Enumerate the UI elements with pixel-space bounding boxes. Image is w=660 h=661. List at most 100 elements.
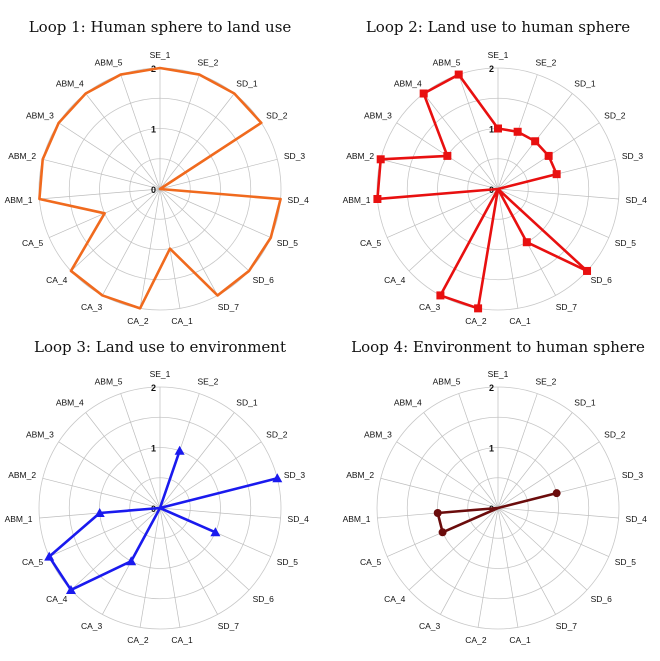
spoke-label-ca_4: CA_4 <box>384 275 406 285</box>
spoke-label-sd_5: SD_5 <box>277 238 299 248</box>
spoke-line <box>85 412 161 509</box>
spoke-label-se_1: SE_1 <box>488 50 509 60</box>
spoke-line <box>497 188 519 309</box>
r-tick-label: 2 <box>151 383 156 393</box>
r-tick-label: 0 <box>151 185 156 195</box>
spoke-label-sd_1: SD_1 <box>236 78 258 88</box>
spoke-line <box>58 441 161 509</box>
spoke-line <box>42 158 161 190</box>
spoke-label-sd_6: SD_6 <box>591 594 613 604</box>
spoke-line <box>396 441 499 509</box>
spoke-label-abm_2: ABM_2 <box>346 151 374 161</box>
spoke-label-sd_7: SD_7 <box>218 621 240 631</box>
spoke-label-ca_2: CA_2 <box>465 635 487 645</box>
spoke-line <box>497 507 619 519</box>
spoke-label-abm_4: ABM_4 <box>56 78 84 88</box>
spoke-label-sd_6: SD_6 <box>253 275 275 285</box>
spoke-label-sd_2: SD_2 <box>604 430 626 440</box>
spoke-label-sd_3: SD_3 <box>284 470 306 480</box>
spoke-line <box>159 441 262 509</box>
spoke-line <box>387 188 499 238</box>
spoke-line <box>380 477 499 509</box>
data-point-triangle <box>210 527 221 537</box>
spoke-label-ca_3: CA_3 <box>81 302 103 312</box>
spoke-label-ca_2: CA_2 <box>127 316 149 326</box>
spoke-line <box>408 507 499 591</box>
data-point-square <box>436 291 445 300</box>
spoke-label-abm_2: ABM_2 <box>346 470 374 480</box>
spoke-line <box>39 188 161 200</box>
spoke-line <box>497 412 573 509</box>
spoke-line <box>423 93 499 190</box>
spoke-line <box>42 477 161 509</box>
spoke-label-sd_4: SD_4 <box>288 514 310 524</box>
r-tick-label: 1 <box>151 444 156 454</box>
spoke-label-sd_1: SD_1 <box>236 397 258 407</box>
spoke-label-sd_5: SD_5 <box>615 557 637 567</box>
spoke-label-sd_3: SD_3 <box>284 151 306 161</box>
spoke-label-abm_4: ABM_4 <box>394 78 422 88</box>
spoke-line <box>139 507 161 628</box>
spoke-label-abm_5: ABM_5 <box>433 376 461 386</box>
spoke-line <box>497 188 619 200</box>
spoke-label-se_1: SE_1 <box>150 369 171 379</box>
spoke-label-sd_6: SD_6 <box>591 275 613 285</box>
radar-panel-4: Loop 4: Environment to human sphere SE_1 S… <box>343 338 647 645</box>
data-point-square <box>494 124 502 133</box>
spoke-line <box>159 93 235 190</box>
spoke-label-sd_2: SD_2 <box>266 111 288 121</box>
spoke-line <box>159 507 281 519</box>
spoke-label-sd_5: SD_5 <box>615 238 637 248</box>
spoke-line <box>423 412 499 509</box>
spoke-label-ca_5: CA_5 <box>22 557 44 567</box>
spoke-label-ca_5: CA_5 <box>360 557 382 567</box>
data-point-square <box>531 137 540 146</box>
spoke-label-sd_7: SD_7 <box>218 302 240 312</box>
data-point-triangle <box>126 556 137 566</box>
data-point-square <box>513 127 522 136</box>
spoke-line <box>85 93 161 190</box>
spoke-label-abm_1: ABM_1 <box>343 514 371 524</box>
r-tick-label: 2 <box>489 383 494 393</box>
spoke-line <box>497 393 538 509</box>
spoke-label-ca_1: CA_1 <box>509 316 531 326</box>
data-point-square <box>376 155 385 164</box>
spoke-label-abm_3: ABM_3 <box>26 111 54 121</box>
spoke-label-abm_3: ABM_3 <box>26 430 54 440</box>
data-point-square <box>454 70 463 79</box>
data-point-circle <box>438 528 447 537</box>
spoke-label-sd_7: SD_7 <box>556 302 578 312</box>
spoke-line <box>440 507 499 615</box>
spoke-line <box>458 393 499 509</box>
spoke-label-ca_5: CA_5 <box>22 238 44 248</box>
spoke-label-se_1: SE_1 <box>150 50 171 60</box>
spoke-line <box>159 188 250 272</box>
data-point-square <box>522 238 531 247</box>
r-tick-label: 2 <box>489 64 494 74</box>
spoke-line <box>49 507 161 557</box>
spoke-label-abm_1: ABM_1 <box>343 195 371 205</box>
spoke-label-ca_3: CA_3 <box>419 621 441 631</box>
data-point-triangle <box>174 445 185 455</box>
spoke-label-sd_3: SD_3 <box>622 470 644 480</box>
data-point-square <box>419 89 428 98</box>
series-line <box>47 449 279 592</box>
spoke-label-sd_5: SD_5 <box>277 557 299 567</box>
series-line <box>38 66 282 310</box>
spoke-line <box>497 507 588 591</box>
series-line <box>376 73 589 310</box>
radar-panel-2: Loop 2: Land use to human sphere SE_1 SE_2… <box>343 18 647 326</box>
spoke-label-abm_2: ABM_2 <box>8 470 36 480</box>
spoke-line <box>159 188 218 296</box>
spoke-label-abm_1: ABM_1 <box>5 514 33 524</box>
spoke-label-sd_4: SD_4 <box>288 195 310 205</box>
spoke-label-abm_4: ABM_4 <box>394 397 422 407</box>
spoke-line <box>159 158 278 190</box>
data-point-square <box>544 151 553 160</box>
spoke-label-se_2: SE_2 <box>536 57 557 67</box>
spoke-label-sd_4: SD_4 <box>626 514 648 524</box>
spoke-label-se_1: SE_1 <box>488 369 509 379</box>
spoke-line <box>139 188 161 309</box>
spoke-line <box>477 507 499 628</box>
